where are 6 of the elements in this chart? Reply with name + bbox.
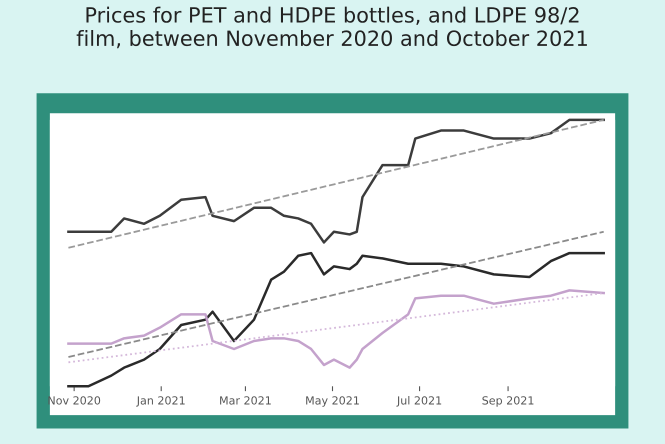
x-tick-label: Mar 2021 — [220, 396, 271, 405]
x-tick-label: May 2021 — [306, 396, 359, 407]
x-tick-label: Jul 2021 — [396, 396, 442, 407]
chart-title: Prices for PET and HDPE bottles, and LDPE 98/2 film, between November 2020 and October 2021 — [76, 6, 587, 48]
x-tick-label: Jan 2021 — [136, 396, 185, 407]
x-tick-label: Sep 2021 — [482, 396, 534, 407]
